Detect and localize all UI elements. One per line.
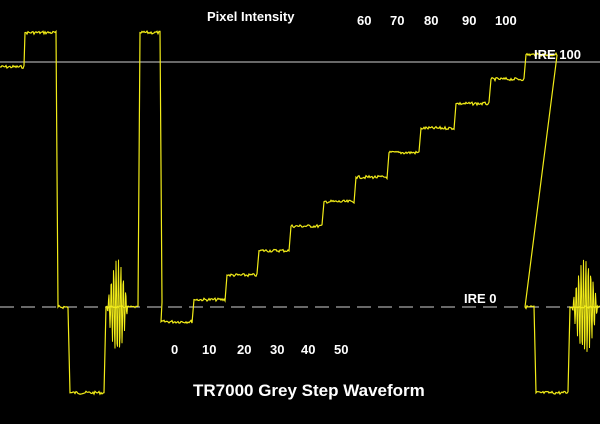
step-label-10: 10	[202, 342, 217, 357]
waveform-line	[0, 29, 600, 396]
pixel-intensity-label: Pixel Intensity	[207, 9, 295, 24]
color-burst-right	[571, 259, 599, 352]
step-label-20: 20	[237, 342, 252, 357]
ire-0-label: IRE 0	[464, 291, 497, 306]
step-label-100: 100	[495, 13, 517, 28]
step-label-40: 40	[301, 342, 316, 357]
step-label-80: 80	[424, 13, 439, 28]
step-label-30: 30	[270, 342, 285, 357]
step-label-90: 90	[462, 13, 477, 28]
chart-title: TR7000 Grey Step Waveform	[193, 381, 425, 400]
step-label-0: 0	[171, 342, 179, 357]
step-label-50: 50	[334, 342, 349, 357]
step-label-60: 60	[357, 13, 372, 28]
color-burst-left	[106, 259, 129, 349]
step-label-70: 70	[390, 13, 405, 28]
ire-100-label: IRE 100	[534, 47, 581, 62]
waveform-trace	[0, 29, 600, 396]
